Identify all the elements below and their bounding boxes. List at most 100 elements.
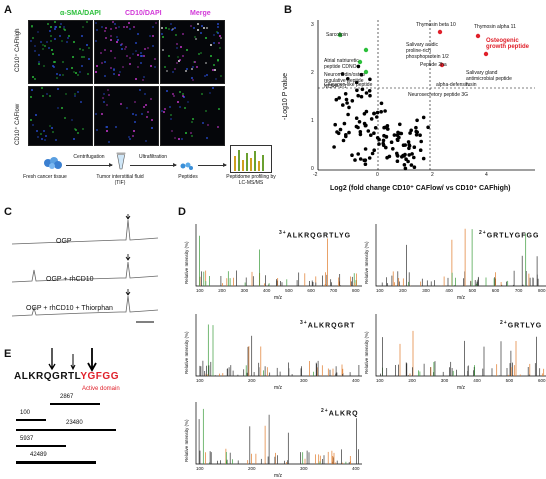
ms-xtick: 300 — [300, 466, 308, 471]
micrograph-speckle — [172, 93, 175, 96]
micrograph-high-sma — [28, 20, 93, 84]
micrograph-speckle — [80, 65, 83, 68]
micrograph-speckle — [51, 52, 54, 55]
volcano-point — [359, 72, 364, 77]
ms-xtick: 700 — [514, 288, 523, 293]
micrograph-speckle — [142, 75, 145, 78]
micrograph-speckle — [47, 22, 50, 25]
micrograph-speckle — [189, 24, 192, 27]
micrograph-speckle — [137, 66, 140, 69]
volcano-point — [340, 72, 345, 76]
micrograph-speckle — [213, 41, 216, 44]
micrograph-speckle — [71, 119, 74, 122]
micrograph-speckle — [143, 93, 146, 96]
micrograph-speckle — [134, 114, 137, 117]
ms-charge: 3+ — [279, 230, 287, 236]
micrograph-speckle — [146, 47, 149, 50]
peptide-icon — [180, 158, 194, 170]
micrograph-speckle — [63, 26, 66, 29]
micrograph-speckle — [48, 46, 51, 49]
micrograph-speckle — [55, 77, 58, 80]
volcano-plot — [317, 20, 535, 171]
micrograph-speckle — [216, 22, 219, 25]
volcano-point — [375, 110, 380, 115]
micrograph-speckle — [169, 114, 172, 117]
micrograph-speckle — [34, 44, 37, 47]
micrograph-speckle — [53, 65, 56, 68]
volcano-point — [355, 88, 359, 93]
ms-xtick: 300 — [440, 378, 449, 383]
micrograph-speckle — [100, 51, 103, 54]
micrograph-speckle — [206, 74, 209, 77]
micrograph-speckle — [37, 136, 40, 139]
micrograph-speckle — [120, 48, 123, 51]
micrograph-speckle — [106, 89, 109, 92]
trace-label-ogp-rhcd10: OGP + rhCD10 — [46, 276, 94, 283]
micrograph-speckle — [59, 23, 62, 26]
micrograph-speckle — [87, 73, 90, 76]
micrograph-speckle — [173, 68, 176, 71]
volcano-point — [401, 143, 406, 147]
ms-xlabel: m/z — [274, 295, 283, 301]
micrograph-speckle — [144, 103, 147, 106]
ms-spectrum-5: Relative Intensity (%) 100 200 300 400 m/z 2+A… — [184, 392, 368, 479]
micrograph-speckle — [77, 90, 80, 93]
volcano-label-ogp: Osteogenic growth peptide — [486, 38, 529, 50]
arrow-ultrafiltration — [130, 163, 177, 167]
volcano-point — [395, 151, 399, 156]
ms-sequence-text: ALKRQGRTLYG — [286, 232, 352, 240]
micrograph-speckle — [50, 39, 53, 42]
micrograph-speckle — [124, 45, 127, 48]
micrograph-speckle — [32, 76, 34, 79]
micrograph-speckle — [73, 40, 76, 43]
micrograph-speckle — [117, 38, 120, 41]
volcano-point — [358, 132, 363, 137]
volcano-point — [386, 127, 390, 131]
micrograph-speckle — [81, 25, 84, 28]
volcano-point — [403, 152, 407, 157]
micrograph-speckle — [88, 58, 91, 61]
ms-sequence: 2+ALKRQ — [321, 408, 359, 417]
micrograph-speckle — [95, 28, 98, 31]
micrograph-speckle — [42, 95, 45, 98]
micrograph-speckle — [74, 92, 77, 95]
bar-label-100: 100 — [20, 410, 31, 416]
volcano-label-thymosin-a11: Thymosin alpha 11 — [474, 24, 516, 30]
volcano-label-anp: Atrial natriuretic peptide CDNO — [324, 58, 359, 70]
ms-xtick: 200 — [218, 288, 226, 293]
volcano-point — [341, 138, 346, 143]
micrograph-speckle — [37, 30, 40, 33]
micrograph-speckle — [177, 60, 180, 63]
micrograph-speckle — [211, 68, 214, 71]
ms-xtick: 400 — [473, 378, 481, 383]
micrograph-speckle — [179, 105, 182, 108]
micrograph-speckle — [40, 138, 43, 141]
micrograph-speckle — [192, 117, 195, 120]
micrograph-speckle — [32, 37, 35, 40]
micrograph-speckle — [104, 49, 107, 52]
micrograph-speckle — [162, 36, 165, 39]
micrograph-speckle — [95, 39, 98, 42]
micrograph-speckle — [132, 113, 135, 116]
volcano-point — [418, 148, 423, 152]
volcano-point — [366, 129, 371, 133]
micrograph-speckle — [129, 137, 132, 140]
volcano-label-neuromedin: Neuromedin/osteo regulative peptide NCRP… — [324, 72, 365, 90]
micrograph-speckle — [140, 55, 143, 58]
volcano-xlabel: Log2 (fold change CD10⁺ CAFlow/ vs CD10⁺… — [330, 185, 511, 192]
micrograph-speckle — [185, 68, 188, 71]
micrograph-speckle — [171, 28, 174, 31]
volcano-label-peptide2ha: Peptide 2ha — [420, 62, 447, 68]
volcano-point — [344, 134, 348, 139]
volcano-point — [384, 135, 389, 139]
volcano-point — [377, 137, 381, 142]
micrograph-speckle — [200, 93, 203, 96]
volcano-point — [391, 147, 395, 151]
micrograph-speckle — [44, 44, 47, 47]
micrograph-speckle — [73, 127, 76, 130]
micrograph-speckle — [137, 53, 140, 56]
volcano-point — [356, 64, 361, 69]
micrograph-speckle — [178, 90, 181, 93]
micrograph-speckle — [202, 121, 205, 124]
micrograph-speckle — [184, 132, 187, 135]
